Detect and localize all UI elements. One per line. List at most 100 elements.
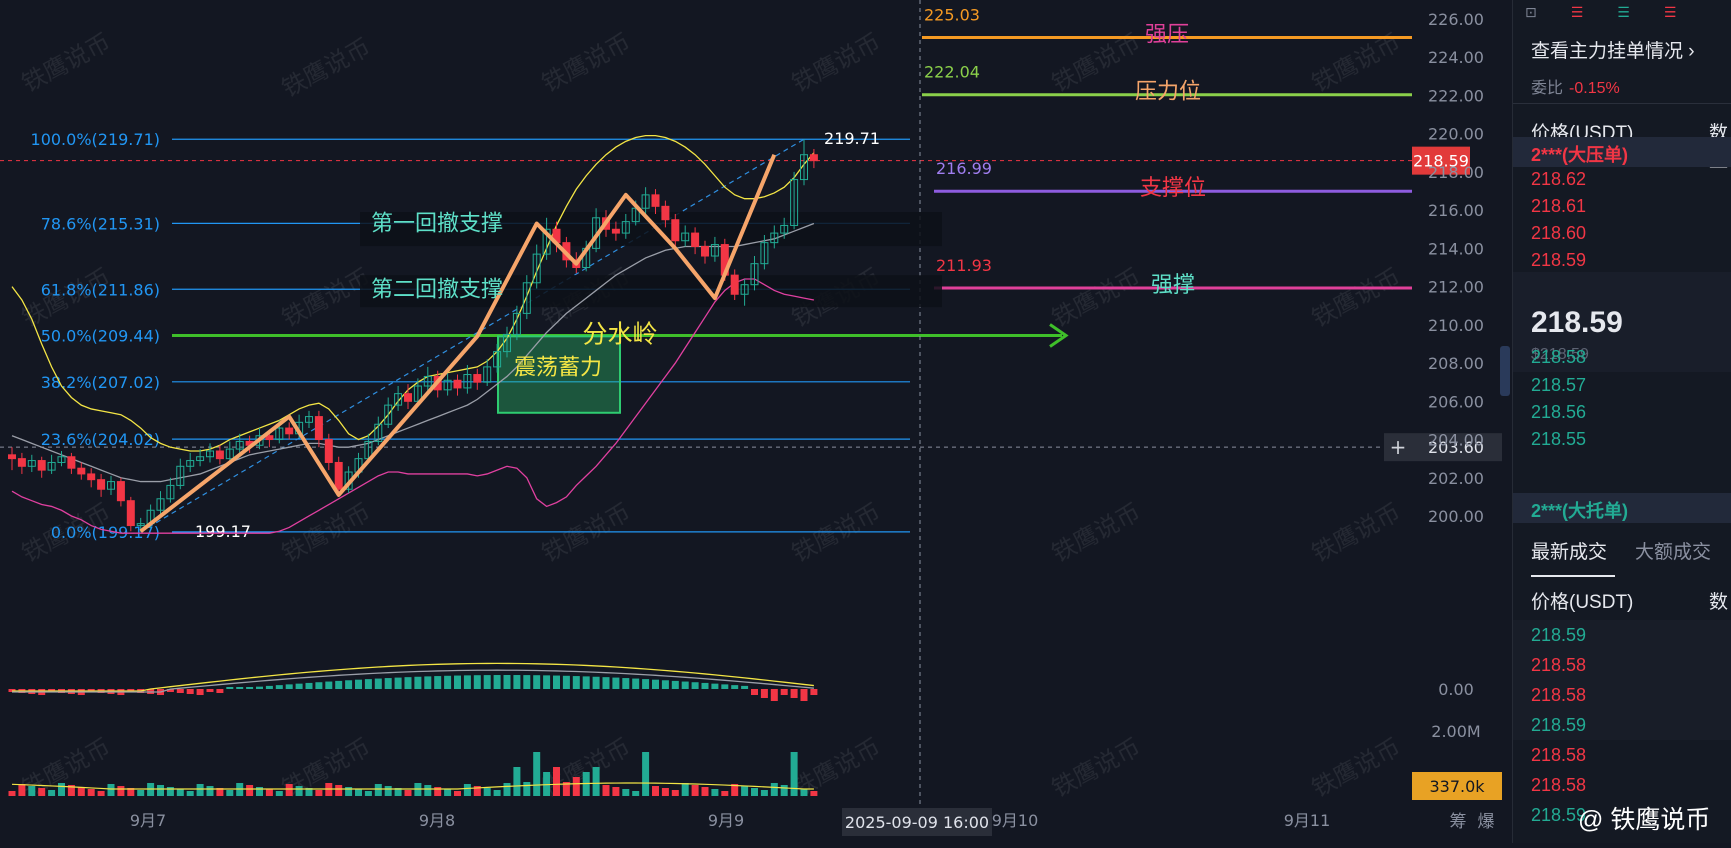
candle-body[interactable]: [27, 460, 36, 467]
candle-body[interactable]: [265, 435, 274, 441]
candle-body[interactable]: [503, 333, 511, 353]
book-bids-icon[interactable]: ☰: [1617, 3, 1630, 20]
candle-body[interactable]: [730, 274, 739, 295]
candle-body[interactable]: [8, 454, 16, 460]
candle-body[interactable]: [305, 416, 313, 423]
candle-body[interactable]: [611, 228, 620, 234]
ask-row[interactable]: 218.59: [1531, 250, 1587, 270]
candle-body[interactable]: [473, 374, 482, 383]
tab-large-trades[interactable]: 大额成交: [1635, 542, 1712, 563]
bid-row[interactable]: 218.57: [1531, 375, 1587, 395]
liquidation-label[interactable]: 爆: [1478, 812, 1495, 832]
candle-body[interactable]: [215, 450, 224, 460]
candle-body[interactable]: [285, 427, 294, 435]
candle-body[interactable]: [641, 194, 650, 209]
zigzag-trend[interactable]: [139, 153, 777, 533]
candle-body[interactable]: [384, 404, 393, 425]
candle-body[interactable]: [97, 479, 106, 490]
candle-body[interactable]: [314, 416, 323, 441]
candle-body[interactable]: [37, 460, 46, 471]
candle-body[interactable]: [107, 481, 115, 490]
candle-body[interactable]: [780, 224, 789, 234]
candle-body[interactable]: [483, 366, 492, 383]
y-tick-label: 218.00: [1428, 163, 1484, 182]
candle-body[interactable]: [453, 379, 462, 389]
candle-body[interactable]: [740, 284, 749, 295]
book-asks-icon[interactable]: ☰: [1663, 3, 1677, 20]
candle-body[interactable]: [463, 374, 472, 389]
bid-row[interactable]: 218.56: [1531, 402, 1587, 422]
candle-body[interactable]: [166, 484, 175, 500]
fib-trend-line[interactable]: [140, 138, 805, 533]
candle-body[interactable]: [235, 440, 244, 450]
candle-body[interactable]: [196, 456, 205, 462]
candle-body[interactable]: [701, 245, 709, 257]
ask-row[interactable]: 218.60: [1531, 223, 1587, 243]
candle-body[interactable]: [651, 194, 660, 207]
candle-body[interactable]: [532, 253, 541, 284]
candle-body[interactable]: [324, 439, 333, 463]
macd-histogram-bar: [166, 689, 174, 692]
candle-body[interactable]: [512, 312, 521, 335]
candle-body[interactable]: [176, 465, 185, 486]
fib-label: 38.2%(207.02): [41, 373, 160, 392]
ask-row[interactable]: 218.61: [1531, 196, 1587, 216]
candle-body[interactable]: [334, 461, 343, 490]
consolidation-box[interactable]: [497, 335, 621, 414]
candle-body[interactable]: [126, 500, 135, 527]
candle-body[interactable]: [691, 232, 700, 247]
candle-body[interactable]: [423, 375, 432, 387]
candle-body[interactable]: [710, 244, 719, 257]
candle-body[interactable]: [404, 393, 412, 402]
candle-body[interactable]: [225, 448, 234, 460]
ask-row[interactable]: 218.62: [1531, 169, 1587, 189]
candle-body[interactable]: [116, 481, 125, 502]
volume-bar: [592, 767, 600, 796]
candle-body[interactable]: [790, 179, 799, 226]
scroll-handle[interactable]: [1500, 346, 1510, 396]
macd-histogram-bar: [473, 675, 481, 689]
candle-body[interactable]: [57, 456, 66, 463]
candle-body[interactable]: [661, 205, 670, 221]
candle-body[interactable]: [671, 219, 680, 242]
candle-body[interactable]: [87, 473, 96, 481]
candle-body[interactable]: [750, 263, 759, 286]
candle-body[interactable]: [374, 423, 383, 442]
candle-body[interactable]: [800, 154, 808, 181]
tab-latest-trades[interactable]: 最新成交: [1531, 542, 1608, 563]
candle-body[interactable]: [47, 461, 56, 471]
candle-body[interactable]: [760, 242, 769, 265]
order-ratio-value: -0.15%: [1569, 80, 1620, 97]
candle-body[interactable]: [136, 523, 145, 527]
candle-body[interactable]: [770, 232, 779, 244]
main-orders-link[interactable]: 查看主力挂单情况 ›: [1531, 36, 1695, 63]
candle-body[interactable]: [394, 393, 403, 406]
candle-body[interactable]: [493, 351, 502, 368]
crosshair-add-button[interactable]: [1384, 433, 1412, 462]
candle-body[interactable]: [156, 498, 165, 511]
candle-body[interactable]: [77, 467, 86, 475]
candle-body[interactable]: [275, 427, 284, 441]
candle-body[interactable]: [681, 232, 690, 242]
trade-row: 218.59: [1531, 805, 1587, 825]
candle-body[interactable]: [522, 282, 531, 314]
candle-body[interactable]: [186, 460, 195, 467]
bid-row[interactable]: 218.58: [1531, 347, 1587, 367]
candle-body[interactable]: [621, 221, 630, 234]
volume-bar: [186, 791, 194, 796]
last-price-band: [1513, 272, 1731, 372]
chips-label[interactable]: 筹: [1450, 812, 1467, 832]
bid-row[interactable]: 218.55: [1531, 429, 1587, 449]
candle-body[interactable]: [443, 379, 452, 391]
layout-icon[interactable]: ⊡: [1525, 3, 1537, 20]
candle-body[interactable]: [17, 458, 26, 467]
candle-body[interactable]: [67, 456, 76, 469]
candle-body[interactable]: [809, 154, 818, 162]
macd-histogram-bar: [315, 682, 323, 689]
volume-bar: [424, 785, 432, 796]
candle-body[interactable]: [542, 228, 551, 255]
volume-bar: [107, 784, 115, 796]
book-both-icon[interactable]: ☰: [1570, 3, 1584, 20]
candle-body[interactable]: [206, 450, 214, 458]
